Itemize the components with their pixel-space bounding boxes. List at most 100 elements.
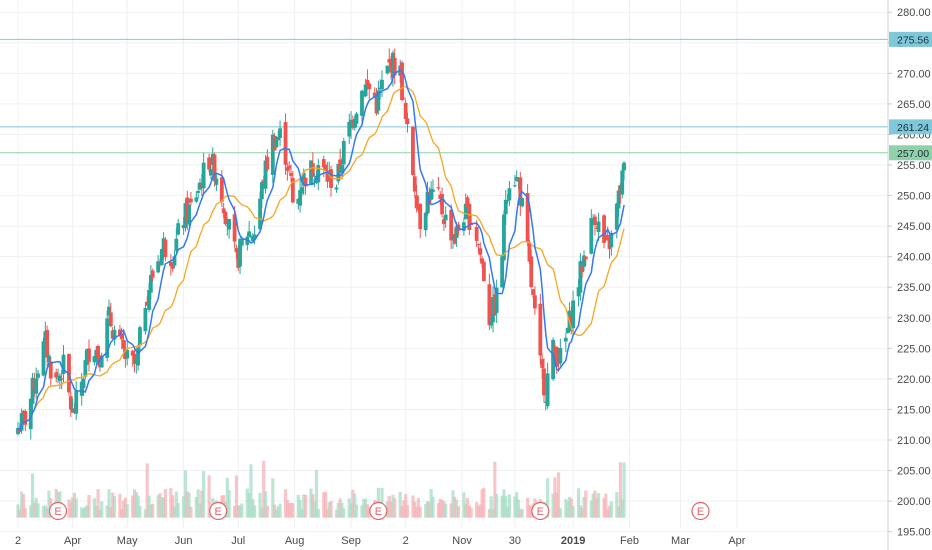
candle-body [503, 199, 508, 215]
volume-bar [580, 508, 584, 518]
candle-body [143, 307, 148, 332]
volume-bar [529, 506, 533, 518]
time-axis[interactable]: 2 Apr May Jun Jul Aug Sep 2 Nov 30 2019 Feb Mar Apr [15, 535, 746, 547]
price-tick-label: 265.00 [897, 99, 931, 111]
price-tick-label: 255.00 [897, 160, 931, 172]
volume-bar [365, 504, 370, 518]
volume-bar [609, 501, 613, 518]
candle-body [238, 239, 242, 267]
time-tick-label: Mar [671, 535, 690, 547]
volume-bar [112, 496, 117, 518]
earnings-marker-label: E [215, 506, 222, 518]
candle-body [212, 154, 217, 182]
candle-body [487, 284, 492, 326]
volume-bar [291, 503, 295, 518]
volume-bar [296, 494, 300, 518]
volume-bar [462, 492, 466, 518]
volume-bar [313, 501, 317, 518]
volume-bar [300, 509, 304, 518]
volume-bar [391, 494, 395, 518]
volume-bar [362, 498, 366, 518]
candle-body [465, 197, 470, 208]
candle-body [563, 337, 568, 342]
volume-bar [467, 505, 471, 518]
price-tag-label: 275.56 [897, 34, 929, 46]
volume-bar [29, 505, 33, 518]
volume-bar [67, 499, 71, 518]
moving-averages [17, 69, 625, 432]
volume-bar [298, 500, 302, 518]
candle-body [249, 236, 253, 238]
candle-body [449, 209, 454, 241]
volume-bar [416, 498, 420, 518]
volume-bar [125, 504, 129, 518]
volume-bar [398, 491, 402, 518]
candle-body [105, 318, 110, 358]
price-axis[interactable]: 195.00 200.00 205.00 210.00 215.00 220.00 225.… [888, 7, 931, 539]
volume-bar [491, 508, 495, 518]
candle-body [239, 239, 244, 246]
volume-bar [567, 496, 572, 518]
volume-bar [149, 504, 153, 518]
volume-bar [71, 497, 75, 518]
volume-bar [276, 506, 280, 518]
volume-bar [69, 502, 73, 518]
candle-body [334, 187, 339, 190]
candle-body [54, 372, 59, 378]
volume-bar [169, 488, 173, 518]
candle-body [300, 187, 304, 194]
time-tick-label: Jun [175, 535, 193, 547]
candle-body [365, 79, 370, 86]
candle-body [47, 355, 51, 363]
candle-body [287, 165, 292, 169]
candle-body [500, 256, 505, 288]
volume-bar [555, 492, 559, 518]
volume-bar [278, 503, 282, 518]
candle-body [429, 188, 434, 200]
volume-bar [385, 501, 390, 518]
volume-bar [156, 495, 160, 518]
volume-bar [47, 490, 51, 518]
volume-bar [464, 503, 468, 518]
candle-body [538, 303, 543, 356]
volume-bar [615, 492, 619, 518]
candle-body [132, 353, 137, 365]
volume-bar [158, 493, 162, 518]
candle-body [189, 198, 193, 203]
volume-bar [183, 470, 188, 518]
volume-bar [438, 498, 442, 518]
time-tick-label: May [117, 535, 138, 547]
candle-body [520, 198, 525, 207]
volume-bar [591, 493, 595, 518]
price-tick-label: 225.00 [897, 343, 931, 355]
candle-body [531, 289, 535, 296]
volume-bar [338, 498, 342, 518]
candle-body [620, 170, 625, 195]
volume-bar [604, 493, 608, 518]
volume-bar [427, 502, 431, 518]
volume-bar [303, 494, 308, 518]
volume-bar [185, 491, 189, 518]
volume-bar [329, 501, 333, 518]
volume-bar [411, 495, 415, 518]
candle-body [540, 359, 545, 368]
volume-bar [440, 499, 444, 518]
volume-bar [120, 509, 124, 518]
candle-body [310, 163, 315, 177]
volume-bar [107, 489, 111, 518]
volume-bar [620, 499, 624, 518]
candle-body [232, 214, 237, 242]
volume-bar [105, 505, 109, 518]
volume-bar [325, 509, 329, 518]
candle-body [514, 176, 519, 181]
candle-body [48, 361, 53, 379]
time-tick-label: Apr [728, 535, 745, 547]
price-tick-label: 215.00 [897, 404, 931, 416]
candle-body [376, 90, 381, 111]
candle-body [234, 247, 239, 253]
volume-bar [418, 506, 422, 518]
candle-body [147, 290, 151, 310]
volume-bar [606, 509, 610, 518]
volume-bar [429, 489, 433, 518]
